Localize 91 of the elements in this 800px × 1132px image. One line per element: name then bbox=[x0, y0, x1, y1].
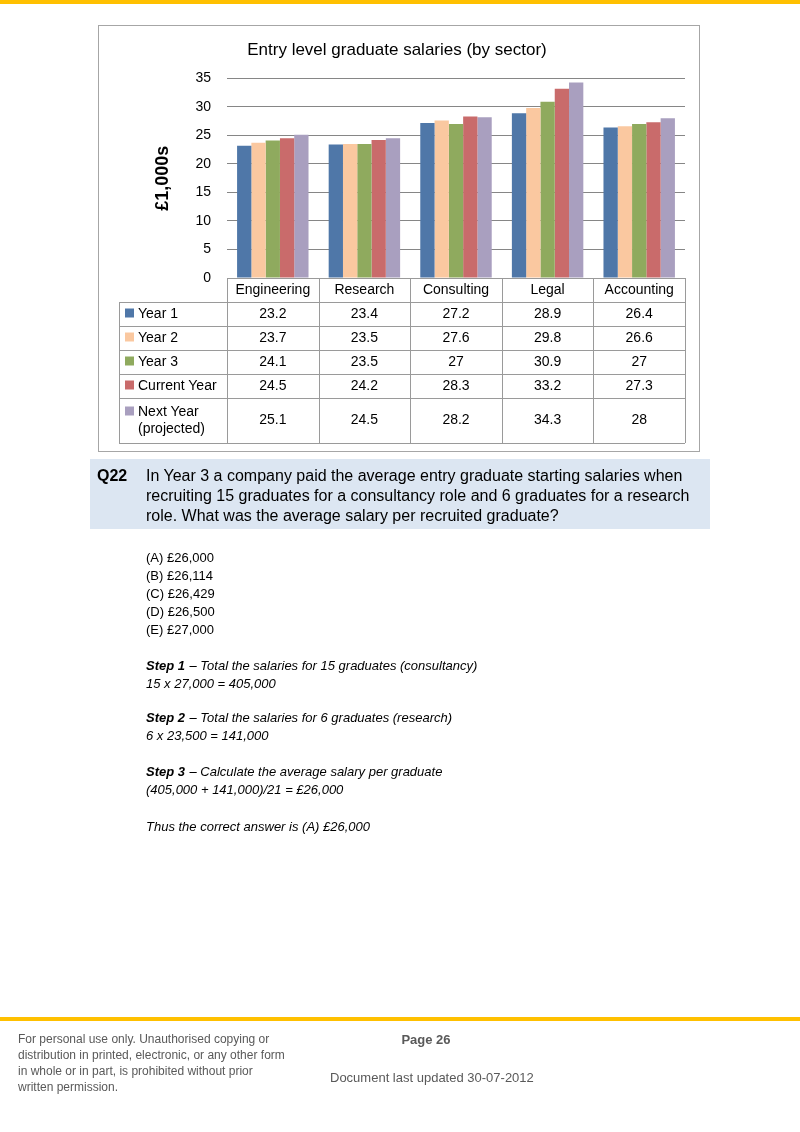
text: (B) £26,114 bbox=[146, 568, 213, 583]
text: In Year 3 a company paid the average entry graduate starting salaries when recruiting 15 graduates for a consultancy role and 6 graduates for a research role. What was the average salary per recruited graduate? bbox=[146, 467, 690, 524]
y-tick-label: 25 bbox=[195, 126, 212, 143]
text: (E) £27,000 bbox=[146, 622, 214, 637]
data-label: 24.1 bbox=[259, 352, 287, 369]
legend-label: Year 3 bbox=[138, 352, 179, 369]
text: For personal use only. Unauthorised copying or distribution in printed, electronic, or any other form in whole or in part, is prohibited without prior written permission. bbox=[18, 1032, 285, 1094]
data-label: 27.6 bbox=[442, 328, 470, 345]
bar bbox=[357, 143, 372, 278]
legend-label: Year 2 bbox=[138, 328, 179, 345]
bar bbox=[342, 143, 358, 278]
y-tick-label: 15 bbox=[195, 183, 212, 200]
text: Page 26 bbox=[401, 1032, 451, 1047]
y-tick-label: 5 bbox=[203, 240, 212, 257]
data-label: 30.9 bbox=[533, 352, 562, 369]
chart-frame: £1,000s Entry level graduate salaries (by sector) Engineering Research Consulting Legal Accounting 0 5 10 15 20 25 30 35 Year 1 23.2 23.4 27.2 28.9 26.4 Year 2 23.7 23.5 27.6 29.8 26.6 Year 3 24.1 23.5 27 30.9 27 Current Year 24.5 24.2 28.3 33.2 27.3 Next Year (projected) 25.1 24.5 28.2 34.3 28 bbox=[98, 25, 700, 452]
x-tick-label: Legal bbox=[530, 281, 565, 298]
data-label: 24.5 bbox=[259, 376, 287, 393]
data-label: 29.8 bbox=[533, 328, 562, 345]
bar bbox=[385, 138, 401, 278]
legend-label: Current Year bbox=[138, 376, 217, 393]
data-label: 27 bbox=[631, 352, 648, 369]
bar bbox=[540, 101, 555, 278]
text: (C) £26,429 bbox=[146, 586, 215, 601]
bar bbox=[237, 145, 252, 278]
bar bbox=[511, 113, 527, 278]
text: (A) £26,000 bbox=[146, 550, 214, 565]
text: – Calculate the average salary per graduate bbox=[189, 764, 443, 779]
data-label: 23.4 bbox=[350, 304, 379, 321]
bar bbox=[646, 122, 661, 278]
text: 15 x 27,000 = 405,000 bbox=[146, 676, 276, 691]
bar bbox=[554, 88, 570, 278]
bar bbox=[603, 127, 618, 278]
data-label: 28.2 bbox=[442, 411, 470, 428]
y-tick-label: 10 bbox=[195, 211, 212, 228]
bar bbox=[632, 124, 647, 278]
data-label: 28 bbox=[631, 411, 648, 428]
y-tick-label: 35 bbox=[195, 69, 212, 86]
data-label: 34.3 bbox=[533, 411, 562, 428]
bar bbox=[448, 124, 464, 278]
bar bbox=[420, 122, 435, 278]
y-tick-label: 20 bbox=[195, 154, 212, 171]
data-label: 23.5 bbox=[350, 352, 379, 369]
data-label: 23.2 bbox=[259, 304, 287, 321]
x-tick-label: Accounting bbox=[604, 281, 674, 298]
data-label: 24.5 bbox=[350, 411, 379, 428]
text: (D) £26,500 bbox=[146, 604, 215, 619]
bar bbox=[328, 144, 343, 278]
text: Step 2 bbox=[146, 710, 186, 725]
y-tick-label: 30 bbox=[195, 97, 212, 114]
text: – Total the salaries for 6 graduates (research) bbox=[189, 710, 453, 725]
text: Step 1 bbox=[146, 658, 186, 673]
text: Document last updated 30-07-2012 bbox=[330, 1070, 534, 1085]
text: Step 3 bbox=[146, 764, 186, 779]
x-tick-label: Consulting bbox=[422, 281, 490, 298]
bar bbox=[265, 140, 280, 278]
bar bbox=[569, 82, 584, 278]
bar bbox=[434, 120, 449, 278]
data-label: 26.6 bbox=[625, 328, 654, 345]
bar bbox=[371, 139, 386, 278]
text: Thus the correct answer is (A) £26,000 bbox=[146, 819, 370, 834]
data-label: 28.3 bbox=[442, 376, 470, 393]
data-label: 27.3 bbox=[625, 376, 654, 393]
data-label: 23.7 bbox=[259, 328, 287, 345]
data-label: 27.2 bbox=[442, 304, 470, 321]
data-label: 26.4 bbox=[625, 304, 654, 321]
text: 6 x 23,500 = 141,000 bbox=[146, 728, 269, 743]
data-label: 28.9 bbox=[533, 304, 562, 321]
bar bbox=[463, 116, 478, 278]
text: – Total the salaries for 15 graduates (consultancy) bbox=[189, 658, 478, 673]
bar bbox=[251, 142, 266, 278]
bar bbox=[526, 108, 541, 278]
bar bbox=[617, 126, 633, 278]
bar bbox=[660, 118, 675, 278]
data-label: 25.1 bbox=[259, 411, 287, 428]
data-label: 27 bbox=[448, 352, 464, 369]
chart-title: Entry level graduate salaries (by sector) bbox=[247, 39, 547, 59]
text: (405,000 + 141,000)/21 = £26,000 bbox=[146, 782, 344, 797]
data-label: 23.5 bbox=[350, 328, 379, 345]
legend-label: Next Year (projected) bbox=[138, 402, 205, 436]
data-label: 33.2 bbox=[533, 376, 562, 393]
y-tick-label: 0 bbox=[203, 268, 212, 285]
x-tick-label: Engineering bbox=[235, 281, 311, 298]
legend-label: Year 1 bbox=[138, 304, 179, 321]
text: Q22 bbox=[97, 467, 128, 484]
data-label: 24.2 bbox=[350, 376, 379, 393]
y-axis-title: £1,000s bbox=[151, 145, 172, 211]
bar bbox=[279, 138, 295, 278]
bar bbox=[477, 117, 492, 278]
bar bbox=[294, 134, 309, 278]
x-tick-label: Research bbox=[334, 281, 395, 298]
